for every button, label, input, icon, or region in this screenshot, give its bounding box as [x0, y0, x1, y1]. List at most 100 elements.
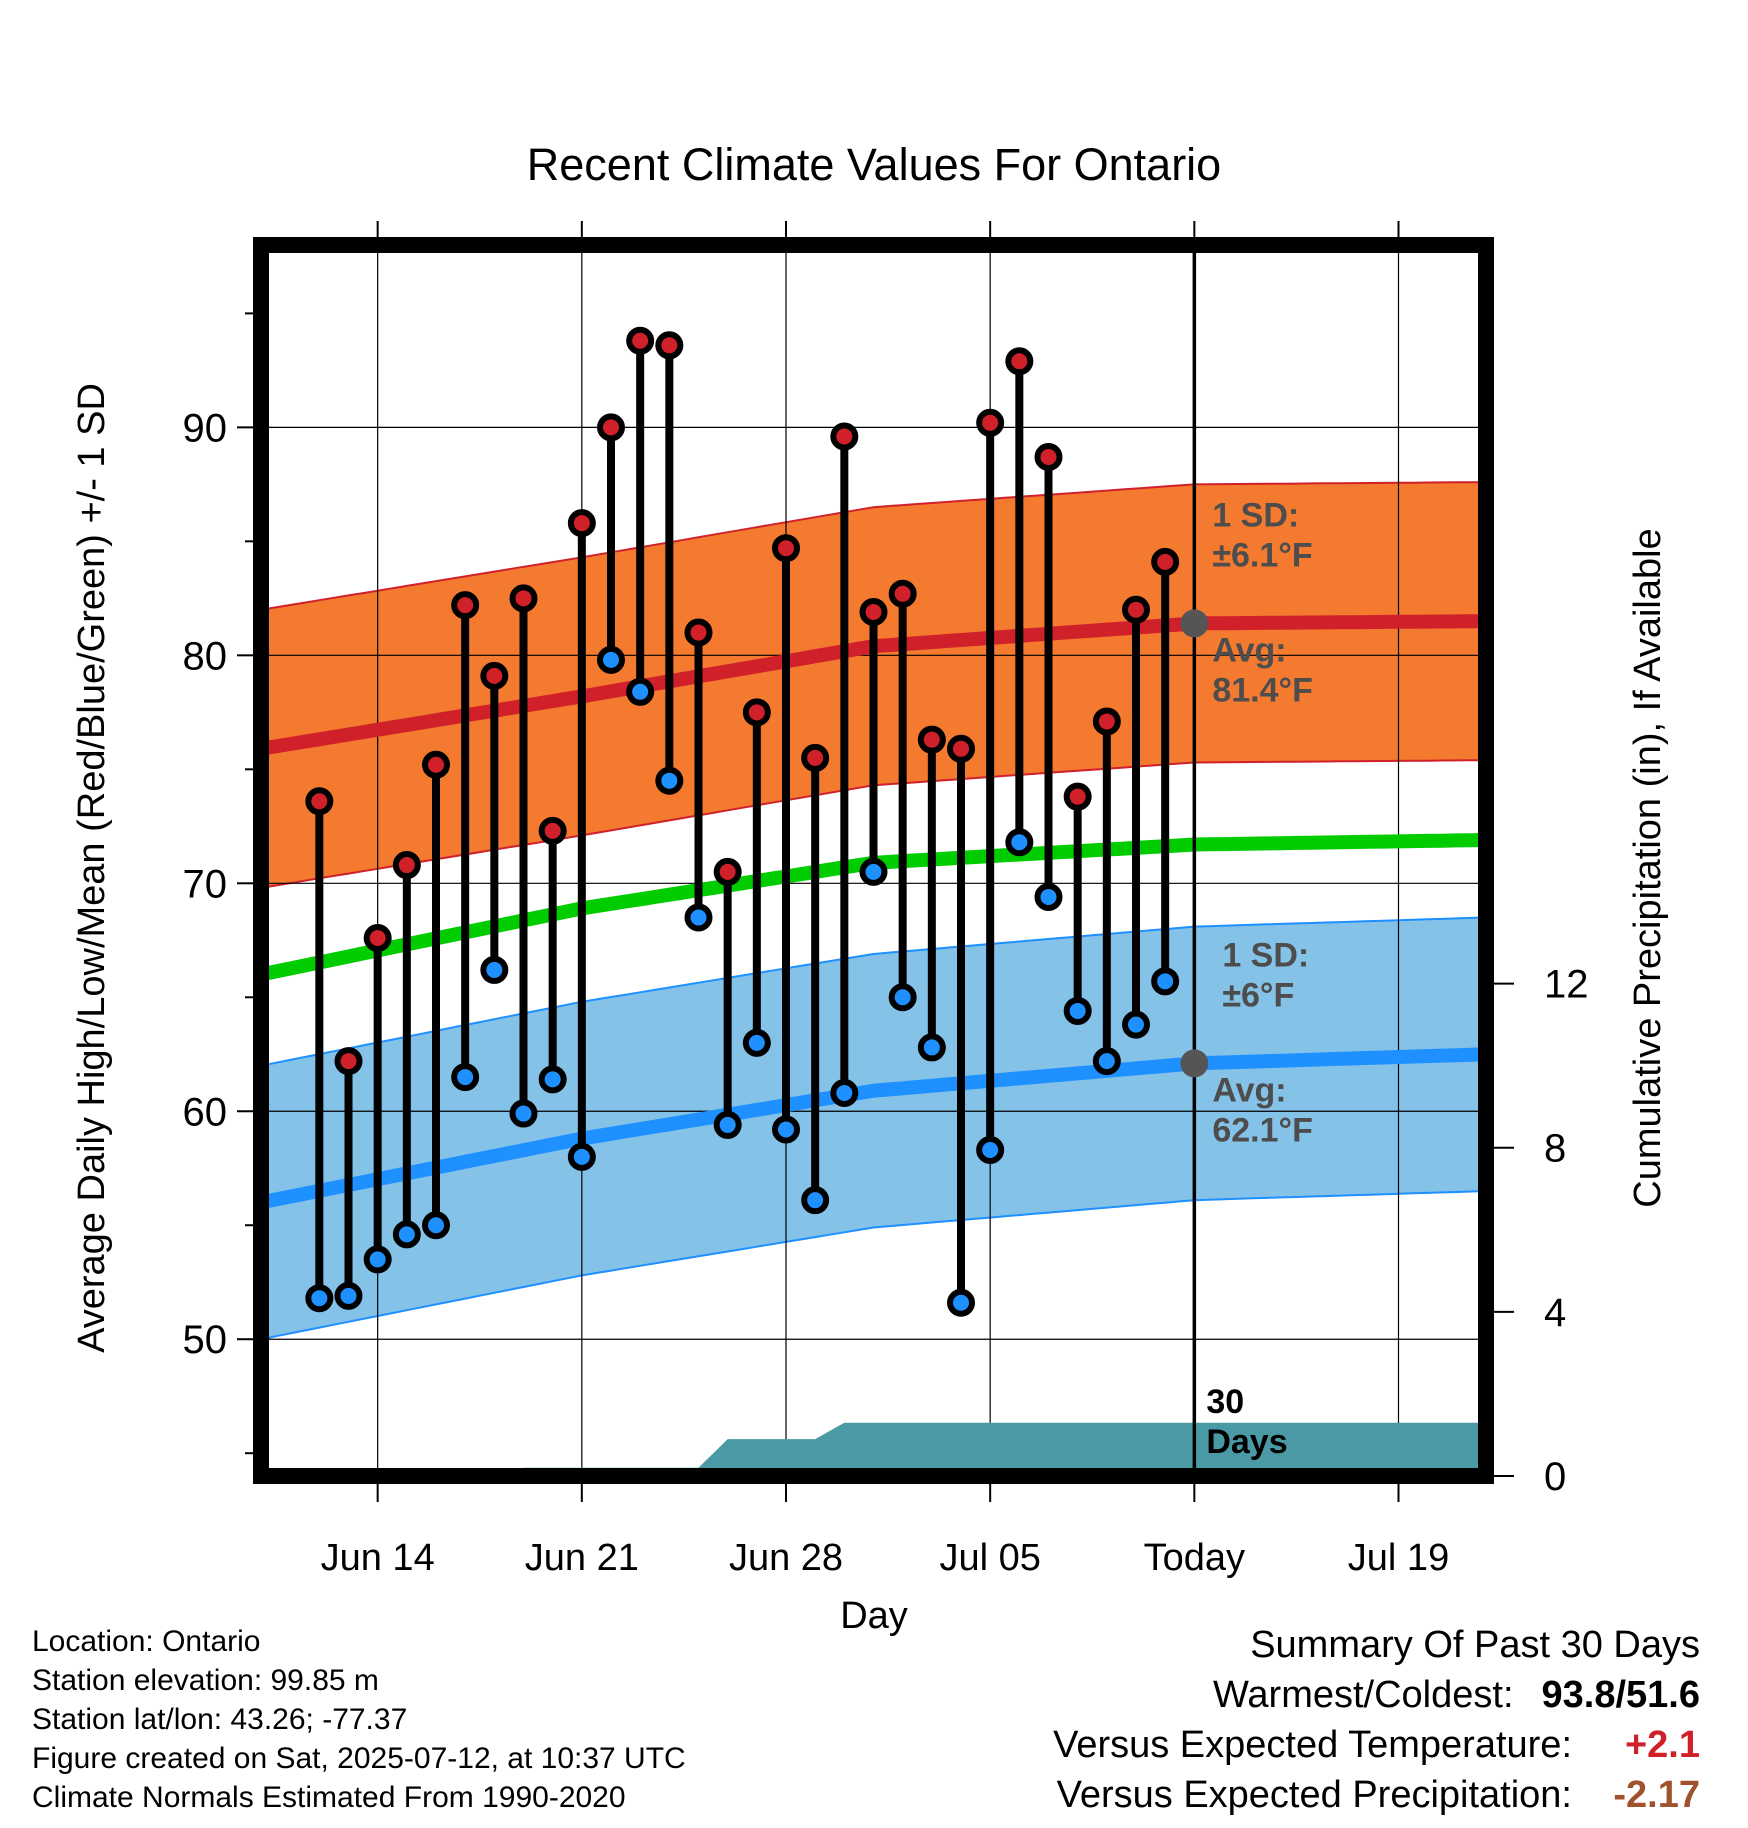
high-temp-point — [1063, 782, 1092, 811]
x-tick-label: Jun 28 — [729, 1537, 843, 1579]
warm-cold-value: 93.8/51.6 — [1541, 1674, 1700, 1716]
low-temp-point — [363, 1245, 392, 1274]
summary-warm-cold-row: Warmest/Coldest: 93.8/51.6 — [1053, 1670, 1700, 1720]
low-temp-point — [859, 857, 888, 886]
low-temp-point — [1151, 967, 1180, 996]
low-temp-point — [1122, 1010, 1150, 1039]
warm-cold-label: Warmest/Coldest: — [1212, 1674, 1514, 1716]
low-temp-point — [480, 955, 509, 984]
high-temp-point — [305, 787, 334, 816]
y2-tick-label: 12 — [1544, 963, 1589, 1007]
y-tick-label: 70 — [183, 862, 228, 906]
high-temp-point — [451, 591, 480, 620]
low-sd-label: 1 SD: — [1222, 936, 1309, 974]
low-temp-point — [830, 1079, 859, 1108]
high-temp-point — [888, 579, 917, 608]
today-low-marker — [1180, 1049, 1209, 1078]
low-temp-point — [451, 1063, 480, 1092]
high-temp-point — [742, 698, 771, 727]
high-avg-value: 81.4°F — [1212, 671, 1313, 709]
plot-frame — [253, 237, 1494, 1484]
today-high-marker — [1180, 609, 1209, 638]
low-temp-point — [976, 1136, 1005, 1165]
summary-precip-row: Versus Expected Precipitation: -2.17 — [1053, 1770, 1700, 1820]
station-info: Location: Ontario Station elevation: 99.… — [32, 1622, 686, 1817]
y-tick-label: 90 — [183, 406, 228, 450]
high-temp-point — [713, 857, 742, 886]
low-temp-point — [509, 1099, 538, 1128]
summary-panel: Summary Of Past 30 Days Warmest/Coldest:… — [1053, 1620, 1700, 1820]
high-temp-point — [1034, 443, 1063, 472]
low-temp-point — [1092, 1047, 1121, 1076]
low-temp-point — [713, 1110, 742, 1139]
y2-tick-label: 8 — [1544, 1127, 1566, 1171]
high-temp-point — [1005, 347, 1034, 376]
summary-title: Summary Of Past 30 Days — [1250, 1624, 1700, 1666]
low-temp-point — [772, 1115, 800, 1144]
normals-text: Climate Normals Estimated From 1990-2020 — [32, 1781, 626, 1814]
chart-title: Recent Climate Values For Ontario — [527, 139, 1221, 190]
high-temp-point — [509, 584, 538, 613]
high-temp-point — [976, 408, 1005, 437]
high-temp-point — [917, 725, 946, 754]
low-temp-point — [917, 1033, 946, 1062]
high-temp-point — [422, 750, 450, 779]
high-temp-point — [597, 413, 625, 442]
low-temp-point — [742, 1028, 771, 1057]
high-temp-point — [538, 816, 567, 845]
high-temp-point — [772, 534, 800, 563]
low-temp-point — [567, 1142, 596, 1171]
high-avg-label: Avg: — [1212, 631, 1286, 669]
axes: 50 60 70 80 90 0 4 8 12 Jun 14 Jun 21 Jun 28 Jul 05 T… — [183, 221, 1589, 1579]
low-sd-value: ±6°F — [1222, 976, 1294, 1014]
low-temp-point — [392, 1220, 421, 1249]
created-text: Figure created on Sat, 2025-07-12, at 10… — [32, 1742, 686, 1775]
low-temp-point — [334, 1281, 363, 1310]
y2-axis-label: Cumulative Precipitation (in), If Availa… — [1627, 528, 1669, 1207]
y2-tick-label: 0 — [1544, 1455, 1566, 1499]
high-sd-value: ±6.1°F — [1212, 536, 1312, 574]
y-axis-label: Average Daily High/Low/Mean (Red/Blue/Gr… — [71, 383, 113, 1353]
low-normal-line — [259, 1047, 1487, 1210]
low-temp-point — [597, 645, 625, 674]
high-temp-point — [655, 331, 684, 360]
y2-tick-label: 4 — [1544, 1291, 1566, 1335]
high-temp-point — [947, 734, 975, 763]
low-temp-point — [305, 1284, 334, 1313]
high-temp-point — [363, 924, 392, 953]
y-tick-label: 80 — [183, 634, 228, 678]
low-temp-point — [888, 983, 917, 1012]
location-text: Location: Ontario — [32, 1625, 261, 1658]
x-tick-label: Jul 05 — [939, 1537, 1040, 1579]
high-temp-point — [480, 661, 509, 690]
low-avg-value: 62.1°F — [1212, 1111, 1313, 1149]
high-temp-point — [567, 509, 596, 538]
low-temp-point — [1063, 996, 1092, 1025]
high-temp-point — [1151, 547, 1180, 576]
high-temp-point — [1122, 595, 1150, 624]
low-avg-label: Avg: — [1212, 1071, 1286, 1109]
high-temp-point — [392, 851, 421, 880]
temp-value: +2.1 — [1624, 1724, 1700, 1766]
low-temp-point — [684, 903, 713, 932]
high-temp-point — [684, 618, 713, 647]
low-temp-point — [655, 766, 684, 795]
x-tick-label: Jun 14 — [321, 1537, 435, 1579]
low-temp-point — [947, 1288, 975, 1317]
x-tick-label: Today — [1144, 1537, 1245, 1579]
elevation-text: Station elevation: 99.85 m — [32, 1664, 379, 1697]
temp-label: Versus Expected Temperature: — [1053, 1724, 1572, 1766]
low-temp-point — [422, 1211, 450, 1240]
precip-label: Versus Expected Precipitation: — [1056, 1774, 1572, 1816]
x-tick-label: Jul 19 — [1348, 1537, 1449, 1579]
low-temp-point — [1034, 882, 1063, 911]
y-tick-label: 60 — [183, 1090, 228, 1134]
high-temp-point — [1092, 707, 1121, 736]
latlon-text: Station lat/lon: 43.26; -77.37 — [32, 1703, 408, 1736]
low-temp-point — [1005, 828, 1034, 857]
high-temp-point — [801, 743, 830, 772]
high-temp-point — [626, 326, 655, 355]
x-axis-label: Day — [840, 1595, 908, 1637]
